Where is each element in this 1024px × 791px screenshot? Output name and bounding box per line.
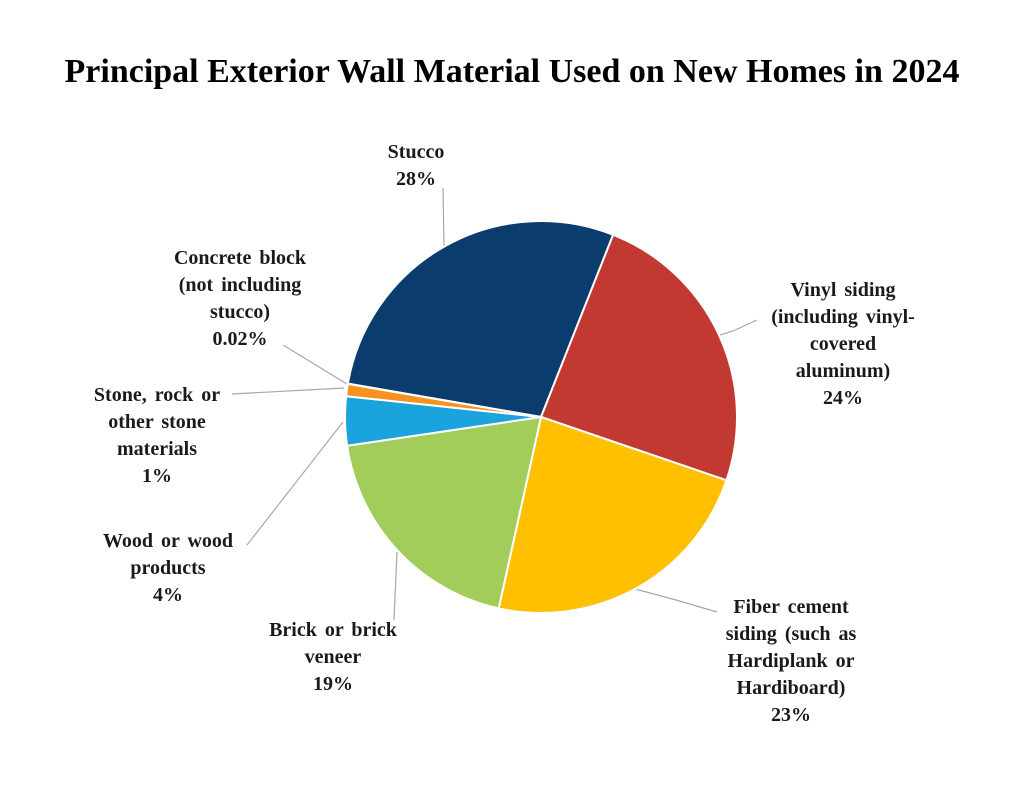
slice-label-line: 0.02%	[212, 328, 268, 350]
leader-line-brick	[393, 551, 398, 621]
slice-label-line: other stone	[108, 411, 206, 433]
slice-label-line: Stone, rock or	[93, 384, 221, 406]
chart-title: Principal Exterior Wall Material Used on…	[64, 53, 960, 90]
pie-slice-brick	[346, 416, 542, 610]
slice-label-line: (including vinyl-	[771, 306, 915, 328]
leader-line-stucco	[442, 187, 445, 247]
slice-label-line: aluminum)	[795, 360, 891, 382]
slice-label-stone: Stone, rock or other stone materials 1%	[94, 382, 220, 490]
slice-label-line: stucco)	[210, 301, 270, 323]
leader-line-vinyl-siding	[716, 319, 758, 337]
slice-label-line: Stucco	[387, 141, 445, 163]
slice-label-line: Brick or brick	[269, 619, 397, 641]
slice-label-fiber-cement: Fiber cement siding (such as Hardiplank or…	[726, 594, 857, 729]
slice-label-line: Vinyl siding	[790, 279, 896, 301]
slice-label-line: 19%	[312, 673, 353, 695]
slice-label-line: covered	[809, 333, 877, 355]
slice-label-line: 24%	[822, 387, 863, 409]
slice-label-line: materials	[117, 438, 197, 460]
slice-label-line: products	[130, 557, 206, 579]
slice-label-line: 1%	[142, 465, 172, 487]
pie-slice-stucco	[346, 220, 615, 418]
slice-label-line: Hardiboard)	[736, 677, 846, 699]
leader-line-fiber-cement	[634, 588, 718, 613]
slice-label-concrete-block: Concrete block (not including stucco) 0.02%	[174, 245, 306, 353]
leader-line-concrete-block	[282, 344, 348, 385]
slice-label-line: veneer	[304, 646, 362, 668]
slice-label-line: Hardiplank or	[727, 650, 855, 672]
pie-slice-fiber-cement	[497, 416, 728, 614]
slice-label-brick: Brick or brick veneer 19%	[269, 617, 397, 698]
leader-line-wood	[246, 421, 344, 546]
slice-label-line: 23%	[771, 704, 811, 726]
pie-slice-concrete-block	[346, 382, 542, 418]
slice-label-line: 4%	[152, 584, 183, 606]
slice-label-line: Concrete block	[173, 247, 307, 269]
slice-label-line: (not including	[178, 274, 302, 296]
slice-label-line: 28%	[395, 168, 436, 190]
slice-label-line: Wood or wood	[102, 530, 234, 552]
slice-label-stucco: Stucco 28%	[388, 139, 445, 193]
slice-label-line: siding (such as	[725, 623, 857, 645]
pie-slice-vinyl-siding	[540, 233, 738, 482]
slice-label-line: Fiber cement	[733, 596, 849, 618]
slice-label-wood: Wood or wood products 4%	[103, 528, 233, 609]
slice-label-vinyl-siding: Vinyl siding (including vinyl-covered alum…	[771, 277, 915, 412]
leader-line-stone	[231, 387, 345, 395]
